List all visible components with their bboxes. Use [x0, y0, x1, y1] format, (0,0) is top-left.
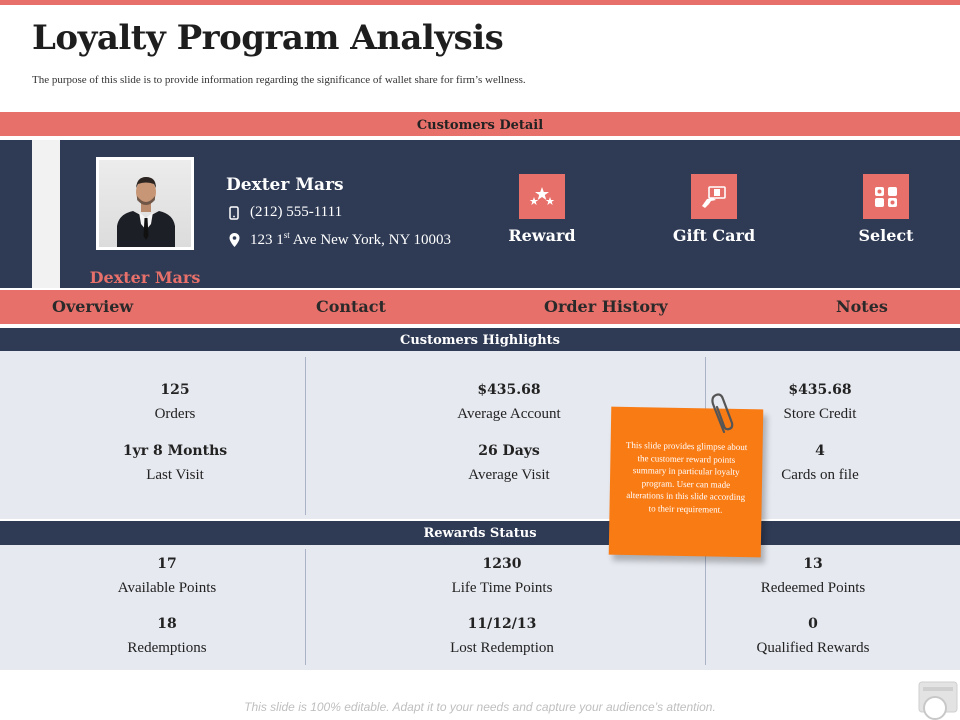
presentation-icon: [918, 681, 958, 720]
phone-number: (212) 555-1111: [250, 204, 343, 220]
phone-row: (212) 555-1111: [226, 204, 342, 221]
stat-label: Average Account: [457, 406, 561, 422]
stat-available-points: 17 Available Points: [67, 556, 267, 597]
footer-note: This slide is 100% editable. Adapt it to…: [244, 700, 716, 714]
customers-highlights-label: Customers Highlights: [399, 333, 561, 348]
stat-value: 125: [160, 382, 190, 398]
page-title: Loyalty Program Analysis: [32, 18, 504, 58]
stat-average-visit: 26 Days Average Visit: [409, 443, 609, 484]
stat-label: Average Visit: [468, 467, 550, 483]
customer-tabs: Overview Contact Order History Notes: [0, 290, 960, 324]
stat-value: $435.68: [788, 382, 852, 398]
stat-lifetime-points: 1230 Life Time Points: [402, 556, 602, 597]
stat-value: $435.68: [477, 382, 541, 398]
person-icon: [117, 177, 175, 247]
stat-label: Lost Redemption: [450, 640, 554, 656]
customers-detail-header: Customers Detail: [0, 112, 960, 136]
stat-lost-redemption: 11/12/13 Lost Redemption: [402, 616, 602, 657]
stat-label: Redemptions: [127, 640, 207, 656]
stat-value: 17: [157, 556, 177, 572]
gift-card-button[interactable]: Gift Card: [654, 174, 774, 245]
gift-card-icon: [691, 174, 737, 219]
stat-last-visit: 1yr 8 Months Last Visit: [75, 443, 275, 484]
stat-store-credit: $435.68 Store Credit: [720, 382, 920, 423]
customer-name: Dexter Mars: [226, 175, 344, 195]
stars-icon: [519, 174, 565, 219]
page-subtitle: The purpose of this slide is to provide …: [32, 74, 526, 86]
address-text: 123 1st Ave New York, NY 10003: [250, 230, 452, 248]
customers-highlights-header: Customers Highlights: [0, 328, 960, 351]
location-pin-icon: [226, 232, 242, 248]
stat-value: 1yr 8 Months: [122, 443, 228, 459]
photo-caption: Dexter Mars: [89, 268, 201, 287]
customer-detail-panel: Dexter Mars Dexter Mars (212) 555-1111 1…: [0, 140, 960, 288]
stat-redeemed-points: 13 Redeemed Points: [713, 556, 913, 597]
tab-contact[interactable]: Contact: [316, 297, 386, 316]
stat-value: 1230: [482, 556, 522, 572]
top-accent-bar: [0, 0, 960, 5]
select-button[interactable]: Select: [826, 174, 946, 245]
paperclip-icon: [711, 393, 734, 434]
stat-value: 26 Days: [478, 443, 540, 459]
rewards-status-header: Rewards Status: [0, 521, 960, 545]
stat-cards-on-file: 4 Cards on file: [720, 443, 920, 484]
stat-label: Redeemed Points: [760, 580, 866, 596]
stat-label: Last Visit: [146, 467, 204, 483]
stat-label: Store Credit: [783, 406, 857, 422]
tab-order-history[interactable]: Order History: [544, 297, 668, 316]
stat-value: 18: [157, 616, 177, 632]
stat-value: 0: [808, 616, 818, 632]
address-row: 123 1st Ave New York, NY 10003: [226, 230, 451, 249]
tab-overview[interactable]: Overview: [52, 297, 134, 316]
select-icon: [863, 174, 909, 219]
stat-average-account: $435.68 Average Account: [409, 382, 609, 423]
stat-label: Orders: [154, 406, 196, 422]
white-strip: [32, 140, 60, 288]
rewards-status-label: Rewards Status: [423, 526, 537, 541]
customers-detail-label: Customers Detail: [416, 118, 544, 133]
gift-card-label: Gift Card: [672, 226, 756, 245]
tab-notes[interactable]: Notes: [836, 297, 888, 316]
stat-value: 13: [803, 556, 823, 572]
stat-value: 11/12/13: [467, 616, 537, 632]
reward-button[interactable]: Reward: [482, 174, 602, 245]
select-label: Select: [858, 226, 914, 245]
rewards-panel: 17 Available Points 1230 Life Time Point…: [0, 545, 960, 670]
stat-orders: 125 Orders: [75, 382, 275, 423]
stat-label: Qualified Rewards: [756, 640, 870, 656]
stat-redemptions: 18 Redemptions: [67, 616, 267, 657]
phone-icon: [226, 205, 242, 221]
stat-value: 4: [815, 443, 825, 459]
sticky-note: This slide provides glimpse about the cu…: [608, 406, 764, 558]
reward-label: Reward: [508, 226, 576, 245]
stat-label: Cards on file: [781, 467, 859, 483]
stat-label: Life Time Points: [451, 580, 553, 596]
sticky-note-text: This slide provides glimpse about the cu…: [625, 439, 748, 515]
stat-qualified-rewards: 0 Qualified Rewards: [713, 616, 913, 657]
customer-photo: [96, 157, 194, 250]
highlights-panel: 125 Orders $435.68 Average Account $435.…: [0, 351, 960, 519]
stat-label: Available Points: [117, 580, 217, 596]
